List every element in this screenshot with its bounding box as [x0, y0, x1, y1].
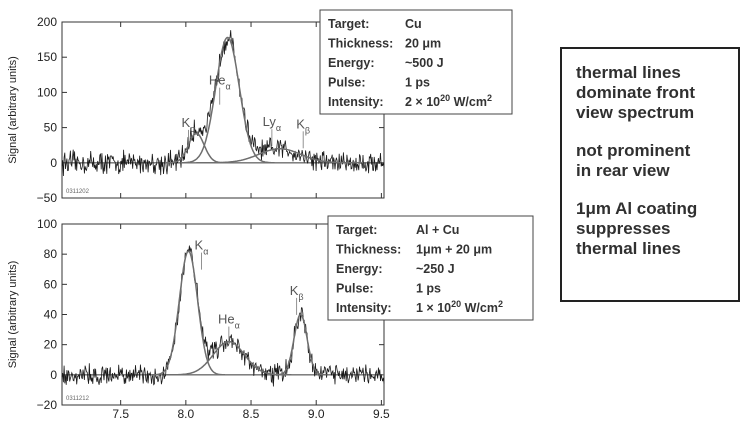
shared-x-tick-labels: 7.5 8.0 8.5 9.0 9.5 [112, 407, 390, 421]
peak-label: Kα [195, 238, 209, 257]
corner-label: 0311202 [66, 189, 90, 195]
note-al-coating: 1μm Al coating suppresses thermal lines [576, 199, 698, 258]
y-tick-label: 200 [37, 15, 57, 29]
info-box-key: Intensity: [336, 301, 392, 315]
y-tick-label: 80 [44, 247, 58, 261]
x-tick-label: 8.5 [243, 407, 260, 421]
y-axis-label: Signal (arbitrary units) [7, 56, 19, 164]
peak-label-sub: α [276, 123, 281, 133]
info-box-unit-sup: 2 [498, 299, 503, 309]
info-box-value: Cu [405, 17, 422, 31]
y-tick-label: 20 [44, 338, 58, 352]
info-box-key: Pulse: [328, 76, 366, 90]
fit-component [274, 313, 327, 376]
peak-label-main: He [218, 312, 235, 327]
info-box-unit-sup: 2 [487, 93, 492, 103]
info-box [319, 9, 513, 115]
peak-label-main: K [195, 238, 204, 253]
peak-label: Kβ [290, 283, 304, 302]
info-box-value: 1 × 1020 W/cm2 [416, 299, 503, 315]
peak-label: Heα [209, 73, 231, 92]
info-box-value: ~500 J [405, 56, 444, 70]
x-tick-label: 9.5 [373, 407, 390, 421]
y-axis-label: Signal (arbitrary units) [7, 261, 19, 369]
peak-label-main: K [290, 283, 299, 298]
notes-box: thermal lines dominate front view spectr… [560, 47, 740, 302]
info-box-key: Energy: [328, 56, 375, 70]
note-thermal-lines: thermal lines dominate front view spectr… [576, 63, 695, 122]
info-box-sup: 20 [451, 299, 461, 309]
y-tick-label: 0 [50, 156, 57, 170]
measured-spectrum [61, 30, 385, 177]
info-box-value: 1μm + 20 μm [416, 243, 492, 257]
peak-label-sub: α [203, 247, 208, 257]
fit-component [196, 147, 364, 164]
peak-label-sub: β [298, 292, 303, 302]
info-box [327, 215, 534, 321]
peak-label-main: He [209, 73, 226, 88]
peak-label-sub: α [235, 321, 240, 331]
y-tick-label: 0 [50, 368, 57, 382]
y-tick-label: 100 [37, 85, 57, 99]
peak-label-sub: α [190, 124, 195, 134]
top-spectrum-panel: −50 0 50 100 150 200 Signal (arbitrary units) 0… [7, 9, 513, 205]
info-box-unit: W/cm [450, 95, 487, 109]
y-tick-label: 60 [44, 277, 58, 291]
info-box-value-text: 1 ps [405, 76, 430, 90]
y-tick-label: −20 [37, 398, 58, 412]
x-tick-label: 8.0 [178, 407, 195, 421]
info-box-unit: W/cm [461, 301, 498, 315]
info-box-key: Thickness: [328, 37, 393, 51]
info-box-value: 20 μm [405, 37, 441, 51]
peak-label-main: Ly [263, 114, 277, 129]
info-box-key: Thickness: [336, 243, 401, 257]
fit-component [180, 36, 275, 164]
peak-label: Kα [182, 115, 196, 134]
peak-label-main: K [296, 116, 305, 131]
info-box-value-text: 1μm + 20 μm [416, 243, 492, 257]
info-box-value-text: ~500 J [405, 56, 444, 70]
info-box-sup: 20 [440, 93, 450, 103]
y-tick-label: 50 [44, 121, 58, 135]
info-box-value: 1 ps [405, 76, 430, 90]
y-tick-label: 40 [44, 308, 58, 322]
note-rear-view: not prominent in rear view [576, 141, 691, 180]
peak-label-sub: α [225, 82, 230, 92]
info-box-value-text: ~250 J [416, 262, 455, 276]
info-box-value-text: Cu [405, 17, 422, 31]
info-box-key: Target: [328, 17, 369, 31]
bottom-spectrum-panel: −20 0 20 40 60 80 100 Signal (arbitrary units) 0… [7, 215, 534, 412]
info-box-value-text: 2 × 10 [405, 95, 440, 109]
info-box-value: 2 × 1020 W/cm2 [405, 93, 492, 109]
info-box-key: Pulse: [336, 282, 374, 296]
info-box-key: Intensity: [328, 95, 384, 109]
peak-label-sub: β [305, 125, 310, 135]
info-box-key: Target: [336, 223, 377, 237]
info-box-value: Al + Cu [416, 223, 459, 237]
info-box-value: 1 ps [416, 282, 441, 296]
info-box-value-text: 1 × 10 [416, 301, 451, 315]
peak-label: Heα [218, 312, 240, 331]
y-tick-label: −50 [37, 191, 58, 205]
y-tick-label: 150 [37, 50, 57, 64]
x-tick-label: 7.5 [112, 407, 129, 421]
peak-label-main: K [182, 115, 191, 130]
peak-label: Kβ [296, 116, 310, 135]
fit-component [152, 250, 225, 376]
info-box-key: Energy: [336, 262, 383, 276]
info-box-value: ~250 J [416, 262, 455, 276]
corner-label: 0311212 [66, 396, 90, 402]
peak-label: Lyα [263, 114, 281, 133]
x-tick-label: 9.0 [308, 407, 325, 421]
info-box-value-text: 20 μm [405, 37, 441, 51]
info-box-value-text: Al + Cu [416, 223, 459, 237]
info-box-value-text: 1 ps [416, 282, 441, 296]
y-tick-label: 100 [37, 217, 57, 231]
